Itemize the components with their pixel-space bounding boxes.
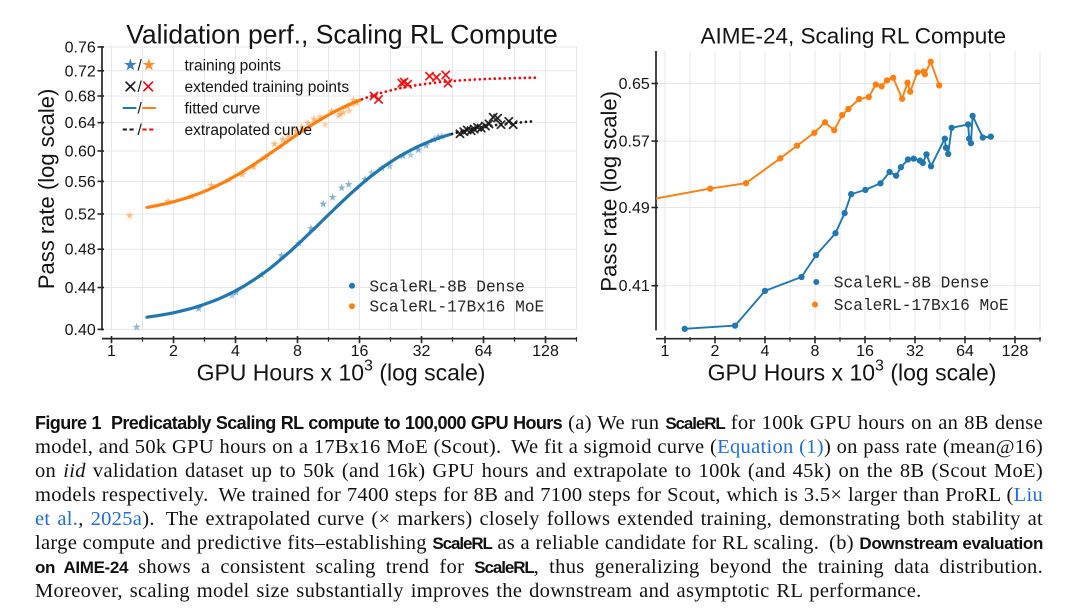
svg-text:0.49: 0.49 — [619, 200, 650, 217]
svg-text:/: / — [137, 101, 142, 118]
svg-text:0.41: 0.41 — [619, 278, 650, 295]
svg-text:32: 32 — [413, 343, 431, 360]
svg-text:8: 8 — [811, 343, 820, 360]
svg-text:/: / — [137, 58, 142, 75]
svg-text:Pass rate (log scale): Pass rate (log scale) — [597, 91, 622, 292]
svg-text:16: 16 — [351, 343, 369, 360]
svg-text:training points: training points — [185, 57, 282, 74]
svg-text:/: / — [137, 122, 142, 139]
svg-text:0.76: 0.76 — [65, 40, 96, 57]
svg-text:32: 32 — [906, 343, 924, 360]
svg-text:64: 64 — [475, 343, 493, 360]
svg-text:0.68: 0.68 — [65, 89, 96, 106]
svg-text:128: 128 — [1002, 343, 1029, 360]
svg-text:GPU Hours x 103 (log scale): GPU Hours x 103 (log scale) — [197, 357, 486, 385]
svg-text:8: 8 — [293, 343, 302, 360]
svg-text:128: 128 — [532, 343, 559, 360]
svg-text:ScaleRL-8B Dense: ScaleRL-8B Dense — [369, 278, 524, 296]
svg-text:0.60: 0.60 — [65, 144, 96, 161]
svg-text:64: 64 — [956, 343, 974, 360]
svg-text:2: 2 — [711, 343, 720, 360]
svg-text:extended training points: extended training points — [185, 79, 350, 96]
svg-text:0.40: 0.40 — [65, 322, 96, 339]
svg-text:0.52: 0.52 — [65, 207, 96, 224]
svg-text:4: 4 — [231, 343, 240, 360]
svg-text:0.57: 0.57 — [619, 134, 650, 151]
svg-text:1: 1 — [107, 343, 116, 360]
svg-text:0.48: 0.48 — [65, 242, 96, 259]
svg-text:GPU Hours x 103 (log scale): GPU Hours x 103 (log scale) — [708, 357, 997, 385]
svg-text:0.64: 0.64 — [65, 115, 96, 132]
svg-text:16: 16 — [856, 343, 874, 360]
svg-text:AIME-24, Scaling RL Compute: AIME-24, Scaling RL Compute — [701, 24, 1007, 49]
svg-text:ScaleRL-17Bx16 MoE: ScaleRL-17Bx16 MoE — [834, 297, 1009, 315]
svg-text:Validation perf., Scaling RL C: Validation perf., Scaling RL Compute — [126, 20, 558, 50]
svg-text:0.56: 0.56 — [65, 174, 96, 191]
svg-text:fitted curve: fitted curve — [185, 100, 261, 117]
svg-text:Pass rate (log scale): Pass rate (log scale) — [34, 89, 59, 290]
svg-text:ScaleRL-17Bx16 MoE: ScaleRL-17Bx16 MoE — [369, 299, 544, 317]
svg-text:1: 1 — [661, 343, 670, 360]
svg-text:4: 4 — [761, 343, 770, 360]
svg-text:extrapolated curve: extrapolated curve — [185, 122, 313, 139]
svg-text:0.65: 0.65 — [619, 76, 650, 93]
svg-text:0.44: 0.44 — [65, 280, 96, 297]
svg-text:/: / — [137, 79, 142, 96]
svg-text:2: 2 — [169, 343, 178, 360]
svg-text:ScaleRL-8B Dense: ScaleRL-8B Dense — [834, 275, 989, 293]
svg-text:0.72: 0.72 — [65, 63, 96, 80]
